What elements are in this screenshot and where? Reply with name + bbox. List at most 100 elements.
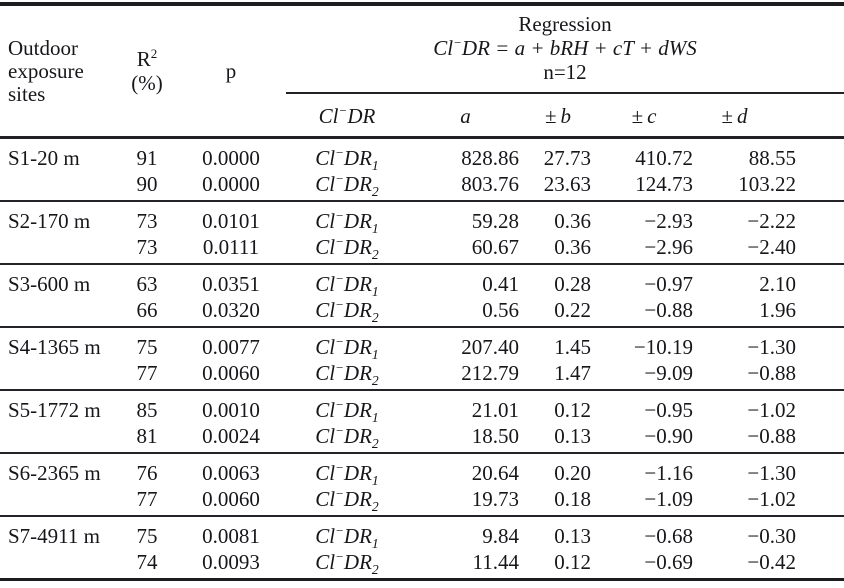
r2-cell: 77: [136, 361, 158, 385]
d-cell: −1.02: [747, 487, 796, 511]
header-regression: Regression Cl−DR = a + bRH + cT + dWS n=…: [286, 4, 844, 94]
regression-formula: Cl−DR = a + bRH + cT + dWS: [433, 35, 697, 60]
table-row: 81 0.0024 Cl−DR2 18.50 0.13 −0.90 −0.88: [0, 423, 844, 453]
b-cell: 0.13: [554, 424, 591, 448]
table-row: S4-1365 m 75 0.0077 Cl−DR1 207.40 1.45 −10.19−…: [0, 326, 844, 390]
d-cell: −0.88: [747, 424, 796, 448]
a-cell: 828.86: [461, 146, 519, 170]
site-cell: S5-1772 m: [0, 389, 118, 453]
d-cell: −0.42: [747, 550, 796, 574]
d-cell: 1.96: [759, 298, 796, 322]
c-cell: −2.96: [644, 235, 693, 259]
p-cell: 0.0024: [202, 424, 260, 448]
r2-cell: 75: [118, 515, 176, 549]
a-cell: 60.67: [471, 235, 519, 259]
c-cell: −1.09: [644, 487, 693, 511]
r2-cell: 85: [118, 389, 176, 423]
subheader-cldr: Cl−DR: [286, 93, 408, 139]
table-row: S1-20 m 91 0.0000 Cl−DR1 828.86 27.73 410.72 88…: [0, 138, 844, 173]
table-row: 66 0.0320 Cl−DR2 0.56 0.22 −0.88 1.96: [0, 297, 844, 327]
header-p: p: [176, 4, 286, 139]
p-cell: 0.0351: [176, 263, 286, 297]
table-row: 90 0.0000 Cl−DR2 803.76 23.63 124.73 103.22: [0, 171, 844, 201]
cldr-cell: Cl−DR2: [315, 486, 379, 515]
r2-cell: 73: [118, 200, 176, 234]
subheader-b: ± b: [523, 93, 593, 139]
header-row-sub: Cl−DR a ± b ± c ± d: [0, 93, 844, 139]
a-cell: 9.84: [408, 515, 523, 549]
cldr-cell: Cl−DR1: [286, 200, 408, 236]
a-cell: 59.28: [408, 200, 523, 234]
cldr-cell: Cl−DR1: [286, 515, 408, 551]
cldr-cell: Cl−DR2: [315, 171, 379, 200]
site-cell: S3-600 m: [0, 263, 118, 327]
subheader-d: ± d: [695, 93, 844, 139]
c-cell: −0.95: [593, 389, 695, 423]
b-cell: 0.12: [523, 389, 593, 423]
a-cell: 803.76: [461, 172, 519, 196]
table-row: S5-1772 m 85 0.0010 Cl−DR1 21.01 0.12 −0.95 −1.…: [0, 389, 844, 453]
p-cell: 0.0081: [176, 515, 286, 549]
site-cell: S4-1365 m: [0, 326, 118, 390]
a-cell: 19.73: [471, 487, 519, 511]
r2-cell: 75: [118, 326, 176, 360]
r2-cell: 81: [136, 424, 158, 448]
r2-cell: 74: [136, 550, 158, 574]
c-cell: −0.97: [593, 263, 695, 297]
d-cell: 2.10: [695, 263, 844, 297]
p-cell: 0.0060: [202, 487, 260, 511]
b-cell: 0.28: [523, 263, 593, 297]
b-cell: 0.36: [554, 235, 591, 259]
c-cell: 124.73: [635, 172, 693, 196]
b-cell: 1.45: [523, 326, 593, 360]
b-cell: 0.13: [523, 515, 593, 549]
table-row: S3-600 m 63 0.0351 Cl−DR1 0.41 0.28 −0.97 2.10: [0, 263, 844, 327]
d-cell: −2.40: [747, 235, 796, 259]
r2-unit: (%): [131, 71, 163, 95]
p-cell: 0.0063: [176, 452, 286, 486]
cldr-cell: Cl−DR1: [286, 326, 408, 362]
p-cell: 0.0320: [202, 298, 260, 322]
cldr-cell: Cl−DR1: [286, 263, 408, 299]
c-cell: −0.69: [644, 550, 693, 574]
b-cell: 27.73: [543, 146, 591, 170]
b-cell: 0.20: [523, 452, 593, 486]
p-cell: 0.0000: [202, 146, 260, 170]
b-cell: 1.47: [554, 361, 591, 385]
r2-cell: 73: [136, 235, 158, 259]
d-cell: −0.88: [747, 361, 796, 385]
c-cell: −1.16: [593, 452, 695, 486]
table-body: S1-20 m 91 0.0000 Cl−DR1 828.86 27.73 410.72 88…: [0, 138, 844, 580]
header-r2: R2 (%): [118, 4, 176, 139]
cldr-cell: Cl−DR2: [315, 360, 379, 389]
r2-cell: 77: [136, 487, 158, 511]
c-cell: −9.09: [644, 361, 693, 385]
site-cell: S6-2365 m: [0, 452, 118, 516]
table-row: S7-4911 m 75 0.0081 Cl−DR1 9.84 0.13 −0.68 −0.3…: [0, 515, 844, 580]
table-row: 77 0.0060 Cl−DR2 212.79 1.47 −9.09 −0.88: [0, 360, 844, 390]
b-cell: 0.36: [523, 200, 593, 234]
subheader-c: ± c: [593, 93, 695, 139]
d-cell: 88.55: [748, 146, 796, 170]
r2-cell: 76: [118, 452, 176, 486]
cldr-cell: Cl−DR2: [315, 423, 379, 452]
a-cell: 212.79: [461, 361, 519, 385]
b-cell: 0.18: [554, 487, 591, 511]
a-cell: 11.44: [472, 550, 519, 574]
c-cell: −0.68: [593, 515, 695, 549]
r2-cell: 91: [136, 146, 158, 170]
a-cell: 0.41: [408, 263, 523, 297]
table-row: 77 0.0060 Cl−DR2 19.73 0.18 −1.09 −1.02: [0, 486, 844, 516]
b-cell: 0.22: [554, 298, 591, 322]
subheader-a: a: [408, 93, 523, 139]
cldr-cell: Cl−DR2: [315, 549, 379, 578]
regression-n: n=12: [543, 60, 587, 84]
d-cell: −1.02: [695, 389, 844, 423]
table-row: S6-2365 m 76 0.0063 Cl−DR1 20.64 0.20 −1.16 −1.…: [0, 452, 844, 516]
a-cell: 18.50: [471, 424, 519, 448]
b-cell: 23.63: [543, 172, 591, 196]
d-cell: 103.22: [738, 172, 796, 196]
site-cell: S2-170 m: [0, 200, 118, 264]
